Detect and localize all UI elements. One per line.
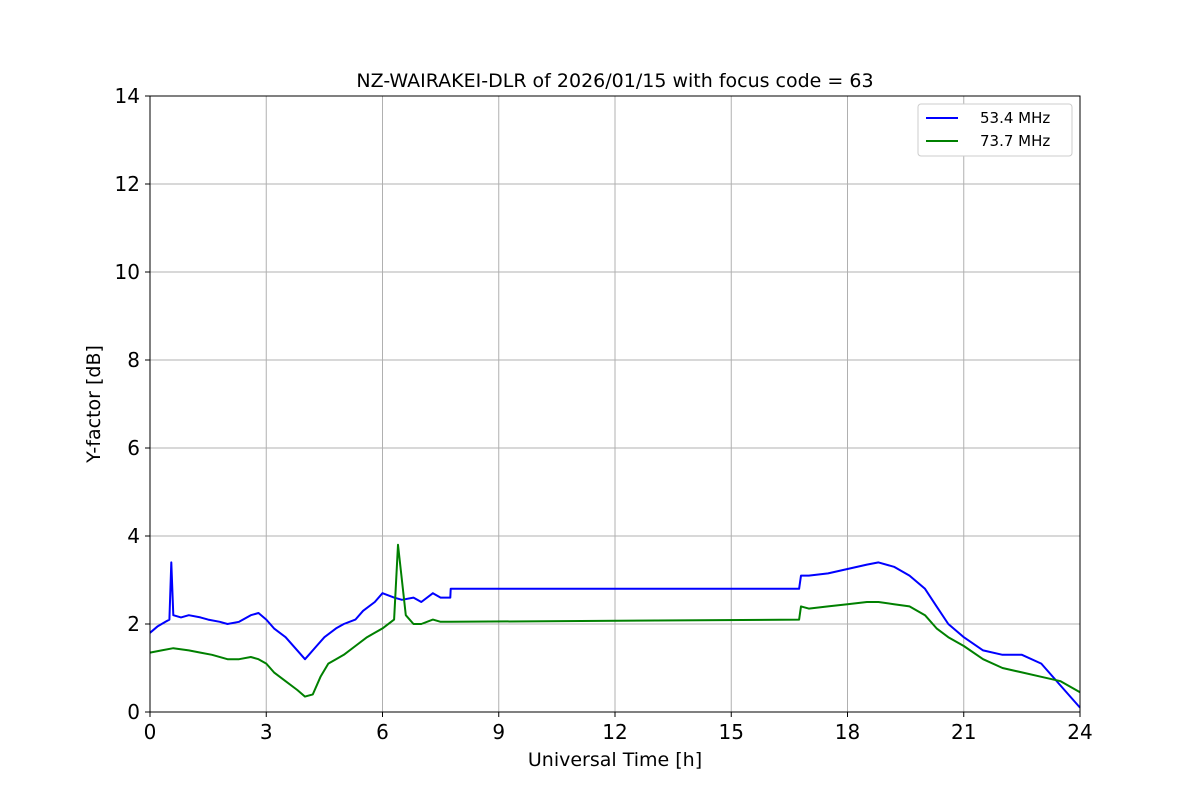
y-tick-label: 8: [127, 348, 140, 372]
x-axis-label: Universal Time [h]: [528, 749, 702, 771]
y-tick-label: 4: [127, 524, 140, 548]
x-tick-label: 6: [376, 720, 389, 744]
y-tick-label: 10: [115, 260, 140, 284]
series-group: [149, 543, 1081, 709]
legend: 53.4 MHz 73.7 MHz: [917, 103, 1073, 157]
chart-title: NZ-WAIRAKEI-DLR of 2026/01/15 with focus…: [356, 70, 873, 92]
legend-label-73-7-mhz: 73.7 MHz: [980, 132, 1050, 150]
series-line-73-7-mhz: [149, 543, 1081, 698]
x-tick-label: 9: [492, 720, 505, 744]
y-tick-label: 2: [127, 612, 140, 636]
x-tick-label: 12: [602, 720, 627, 744]
x-tick-label: 0: [144, 720, 157, 744]
x-tick-label: 18: [835, 720, 860, 744]
legend-label-53-4-mhz: 53.4 MHz: [980, 109, 1050, 127]
x-tick-label: 24: [1067, 720, 1092, 744]
x-tick-label: 21: [951, 720, 976, 744]
y-tick-label: 12: [115, 172, 140, 196]
y-tick-label: 0: [127, 700, 140, 724]
y-axis-label: Y-factor [dB]: [83, 345, 105, 464]
x-tick-label: 15: [719, 720, 744, 744]
series-line-53-4-mhz: [149, 561, 1081, 709]
x-tick-label: 3: [260, 720, 273, 744]
y-tick-label: 6: [127, 436, 140, 460]
y-tick-label: 14: [115, 84, 140, 108]
